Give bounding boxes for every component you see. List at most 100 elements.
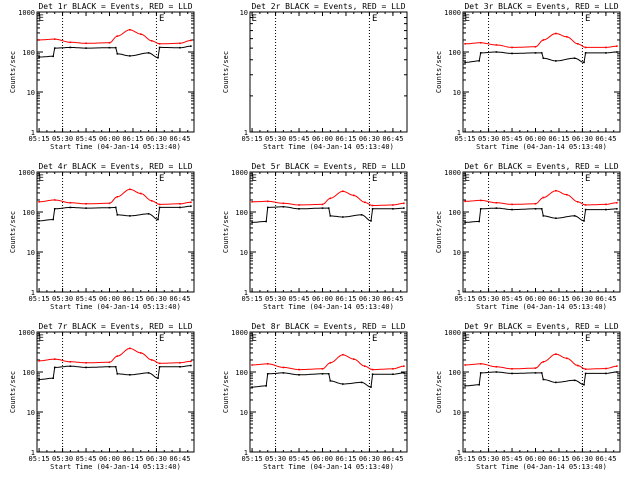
x-tick-label: 06:45	[169, 295, 190, 303]
x-tick-label: 06:45	[382, 455, 403, 463]
x-tick-label: 05:15	[29, 295, 50, 303]
data-point-events	[616, 208, 618, 210]
data-point-lld	[605, 46, 607, 49]
data-point-events	[360, 381, 363, 384]
data-point-lld	[179, 203, 181, 205]
annotation-e: E	[372, 174, 377, 184]
y-tick-label: 1	[244, 449, 248, 457]
y-tick-label: 1000	[231, 329, 248, 337]
data-point-lld	[534, 367, 537, 369]
x-tick-label: 05:45	[501, 295, 522, 303]
plot-frame	[36, 331, 195, 453]
y-tick-label: 1	[457, 449, 461, 457]
data-point-events	[85, 47, 87, 49]
data-point-events	[583, 383, 585, 386]
data-point-lld	[576, 43, 579, 45]
x-axis-label: Start Time (04-Jan-14 05:13:40)	[476, 463, 607, 471]
panel-title: Det 9r BLACK = Events, RED = LLD	[464, 322, 618, 331]
y-tick-label: 1	[31, 129, 35, 137]
panel-title: Det 5r BLACK = Events, RED = LLD	[251, 162, 405, 171]
data-point-events	[534, 372, 537, 374]
data-point-lld	[479, 363, 482, 365]
y-axis-label: Counts/sec	[435, 51, 443, 93]
data-point-lld	[129, 28, 131, 31]
data-point-lld	[69, 360, 72, 363]
data-point-lld	[495, 201, 498, 204]
y-axis-label: Counts/sec	[9, 211, 17, 253]
data-point-events	[584, 372, 587, 375]
annotation-e: E	[585, 334, 590, 344]
data-point-lld	[251, 200, 253, 203]
panel-title: Det 6r BLACK = Events, RED = LLD	[464, 162, 618, 171]
y-tick-label: 100	[22, 209, 35, 217]
x-tick-label: 05:30	[265, 135, 286, 143]
data-point-events	[583, 61, 585, 64]
data-point-events	[583, 220, 585, 222]
x-tick-label: 06:15	[335, 295, 356, 303]
x-tick-label: 06:15	[548, 135, 569, 143]
data-point-lld	[298, 204, 300, 206]
x-tick-label: 06:30	[359, 455, 380, 463]
data-point-events	[534, 52, 537, 54]
y-tick-label: 10	[240, 249, 248, 257]
data-point-lld	[352, 194, 355, 197]
annotation-e: E	[372, 334, 377, 344]
data-point-lld	[605, 367, 607, 370]
y-tick-label: 1	[457, 289, 461, 297]
data-point-lld	[329, 361, 332, 364]
data-point-events	[282, 372, 285, 374]
series-line-events	[465, 51, 617, 63]
data-point-events	[116, 53, 119, 55]
data-point-lld	[464, 43, 466, 45]
x-tick-label: 06:45	[382, 295, 403, 303]
data-point-events	[85, 366, 87, 369]
x-tick-label: 06:00	[312, 135, 333, 143]
data-point-events	[85, 207, 87, 209]
y-tick-label: 100	[22, 49, 35, 57]
y-tick-label: 100	[448, 369, 461, 377]
y-tick-label: 1000	[444, 169, 461, 177]
x-tick-label: 05:30	[265, 295, 286, 303]
data-point-lld	[616, 45, 618, 47]
y-tick-label: 1000	[18, 169, 35, 177]
data-point-lld	[158, 362, 161, 365]
data-point-events	[38, 220, 40, 222]
data-point-events	[392, 373, 394, 376]
data-point-events	[403, 372, 405, 374]
data-point-lld	[511, 46, 513, 49]
annotation-e: E	[372, 14, 377, 24]
x-axis-label: Start Time (04-Jan-14 05:13:40)	[263, 463, 394, 471]
data-point-events	[542, 215, 545, 217]
data-point-events	[52, 55, 54, 58]
data-point-events	[555, 60, 557, 62]
data-point-lld	[555, 32, 557, 35]
data-point-events	[69, 46, 72, 49]
data-point-events	[392, 208, 394, 210]
y-tick-label: 10	[453, 89, 461, 97]
annotation-e: E	[252, 14, 257, 24]
data-point-lld	[584, 46, 587, 49]
data-point-lld	[495, 365, 498, 368]
data-point-events	[158, 365, 161, 368]
data-point-events	[616, 371, 618, 373]
x-tick-label: 05:30	[478, 135, 499, 143]
data-point-events	[542, 57, 545, 59]
data-point-events	[265, 385, 267, 387]
data-point-events	[371, 373, 374, 376]
annotation-e: E	[465, 334, 470, 344]
y-tick-label: 1000	[18, 329, 35, 337]
data-point-events	[478, 220, 480, 223]
y-axis-label: Counts/sec	[435, 371, 443, 413]
data-point-lld	[108, 361, 111, 364]
data-point-events	[266, 373, 269, 375]
x-axis-label: Start Time (04-Jan-14 05:13:40)	[476, 143, 607, 151]
x-tick-label: 05:30	[478, 295, 499, 303]
x-tick-label: 06:00	[99, 295, 120, 303]
data-point-events	[540, 52, 543, 54]
data-point-lld	[576, 364, 579, 367]
